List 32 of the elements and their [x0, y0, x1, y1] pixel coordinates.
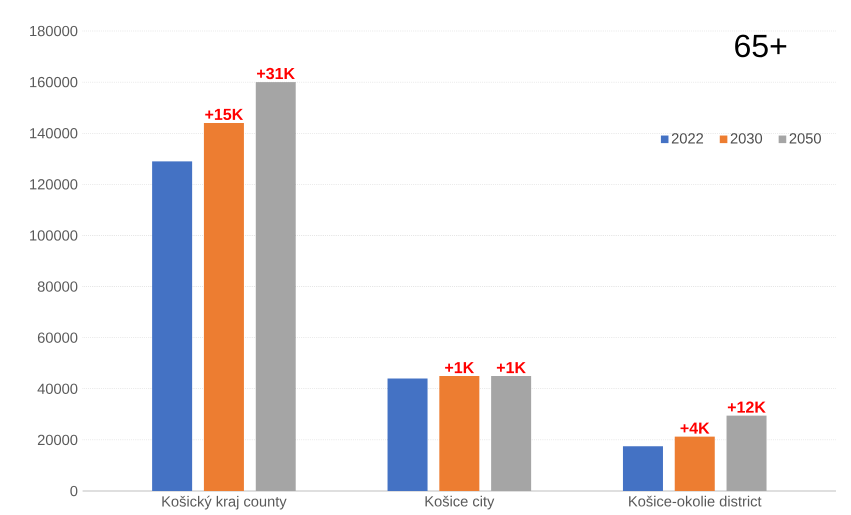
y-tick-label: 60000 — [38, 332, 78, 343]
y-tick-label: 180000 — [30, 26, 78, 36]
bar — [256, 82, 296, 491]
y-tick-label: 140000 — [30, 128, 78, 138]
legend-label: 2050 — [790, 133, 821, 144]
y-tick-label: 20000 — [38, 434, 78, 446]
chart-title: 65+ — [735, 34, 786, 58]
bar — [674, 436, 715, 491]
bar — [152, 161, 192, 491]
y-tick-label: 80000 — [38, 281, 78, 292]
bar — [388, 378, 428, 491]
y-tick-label: 100000 — [30, 230, 78, 241]
x-tick-label: Košice city — [426, 496, 494, 510]
annotation: +1K — [496, 362, 526, 374]
bar — [622, 446, 663, 491]
y-tick-label: 40000 — [38, 384, 78, 394]
annotation: +12K — [728, 402, 766, 413]
x-tick-label: Košice-okolie district — [629, 496, 762, 507]
y-tick-label: 0 — [70, 486, 78, 496]
annotation: +31K — [257, 68, 295, 80]
bar — [439, 376, 480, 491]
annotation: +15K — [205, 108, 244, 120]
y-tick-label: 160000 — [30, 76, 78, 88]
annotation: +4K — [680, 422, 710, 434]
x-tick-label: Košický kraj county — [162, 496, 287, 510]
y-tick-label: 120000 — [30, 179, 78, 190]
annotation: +1K — [445, 362, 474, 374]
legend-label: 2030 — [730, 133, 762, 144]
legend-label: 2022 — [672, 133, 704, 144]
bar — [491, 376, 532, 491]
bar — [204, 123, 244, 491]
bar — [726, 416, 767, 491]
